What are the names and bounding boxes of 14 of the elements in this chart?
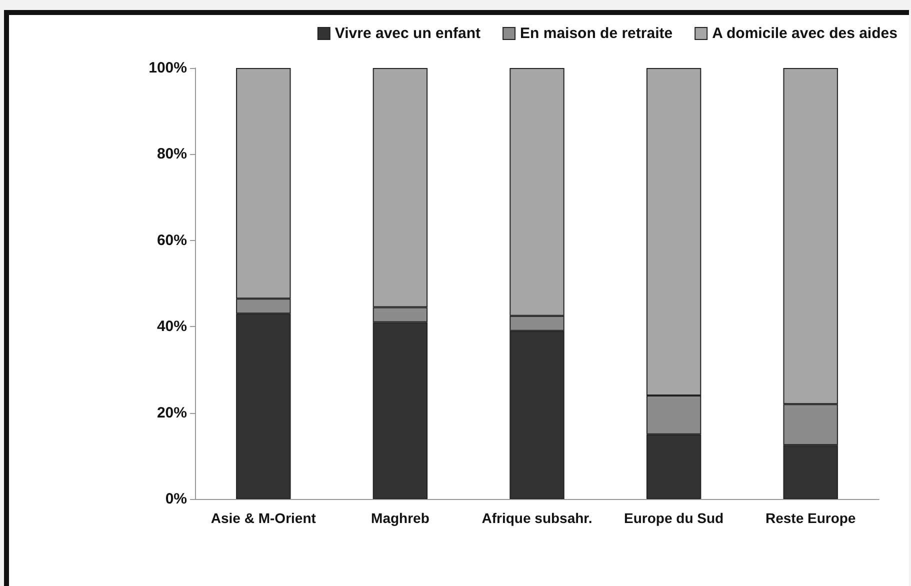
y-tick-label: 80% (156, 146, 187, 163)
y-tick-label: 100% (148, 60, 187, 76)
x-tick-label: Europe du Sud (624, 510, 724, 526)
y-tick-label: 60% (156, 232, 187, 249)
y-tick-label: 20% (156, 404, 187, 422)
x-tick-label: Asie & M-Orient (210, 510, 316, 526)
legend-label: En maison de retraite (520, 25, 673, 42)
x-tick-label: Reste Europe (765, 510, 856, 526)
legend-label: A domicile avec des aides (712, 25, 898, 42)
y-tick-label: 0% (165, 490, 187, 508)
x-tick-label: Maghreb (371, 510, 430, 526)
x-tick-label: Afrique subsahr. (482, 510, 592, 526)
y-tick-label: 40% (156, 318, 187, 336)
legend-label: Vivre avec un enfant (334, 25, 481, 42)
